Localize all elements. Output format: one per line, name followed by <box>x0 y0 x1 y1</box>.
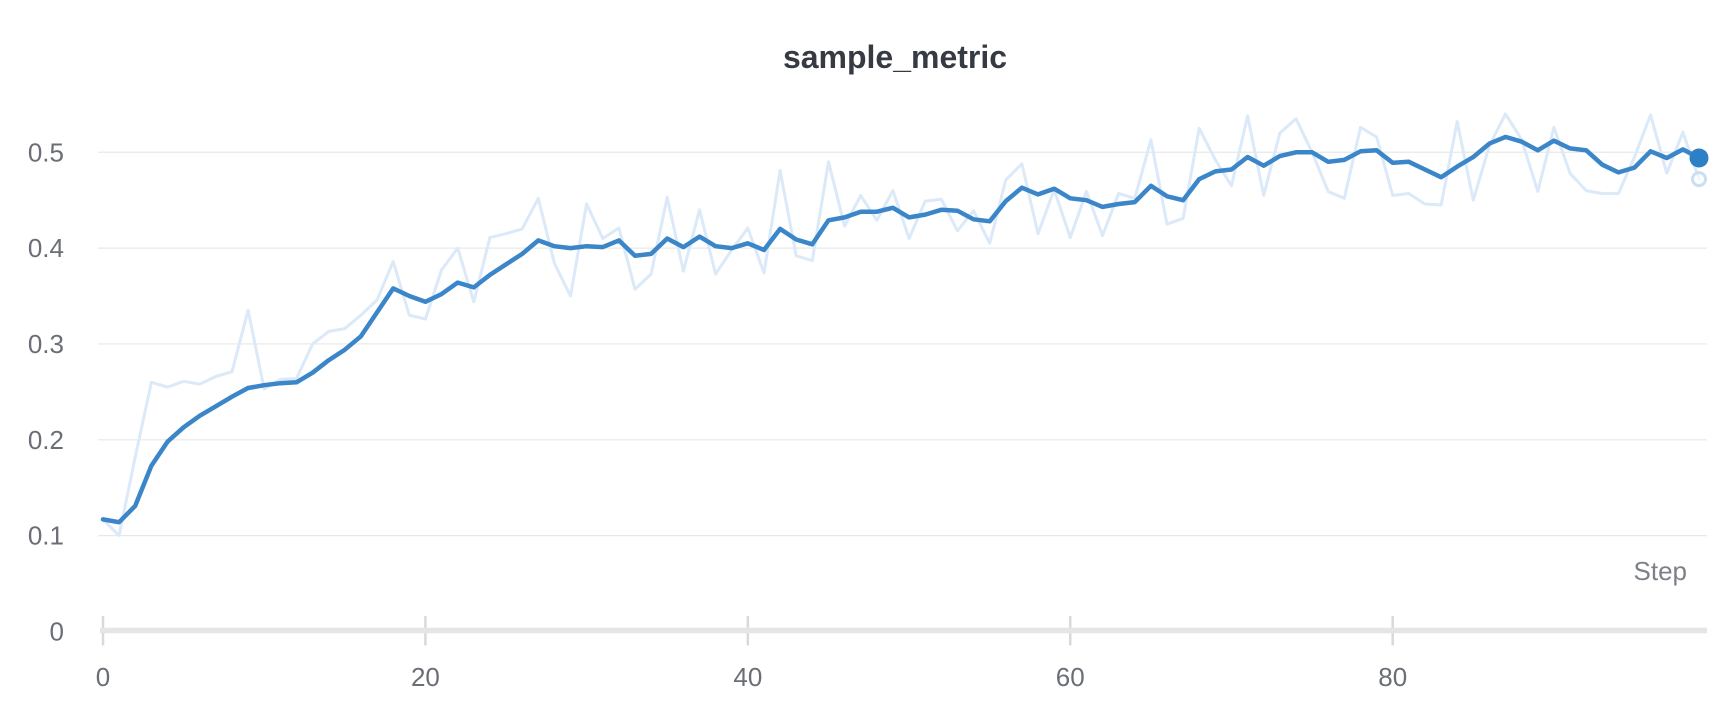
gridlines-layer <box>98 151 1707 537</box>
x-tick-label-40: 40 <box>733 662 762 692</box>
end-markers-layer <box>1689 148 1709 188</box>
x-tick-label-60: 60 <box>1056 662 1085 692</box>
y-tick-label-0.1: 0.1 <box>28 521 64 551</box>
x-axis-unit-label: Step <box>1634 556 1688 586</box>
smoothed-series-line[interactable] <box>100 134 1702 525</box>
x-tick-label-0: 0 <box>96 662 110 692</box>
y-tick-label-0.3: 0.3 <box>28 329 64 359</box>
raw-endpoint-ring[interactable] <box>1691 171 1707 188</box>
y-tick-label-0: 0 <box>50 617 64 647</box>
y-tick-label-0.4: 0.4 <box>28 233 64 263</box>
smoothed-endpoint-dot[interactable] <box>1689 148 1709 168</box>
y-tick-label-0.5: 0.5 <box>28 137 64 167</box>
x-tick-label-20: 20 <box>411 662 440 692</box>
tick-labels-layer: 0 0.1 0.2 0.3 0.4 0.5 0 20 40 60 80 <box>28 137 1407 692</box>
x-axis-layer <box>100 616 1707 646</box>
x-tick-label-80: 80 <box>1378 662 1407 692</box>
chart-title: sample_metric <box>783 39 1007 75</box>
series-layer <box>100 112 1702 538</box>
raw-series-line[interactable] <box>101 112 1701 538</box>
y-tick-label-0.2: 0.2 <box>28 425 64 455</box>
